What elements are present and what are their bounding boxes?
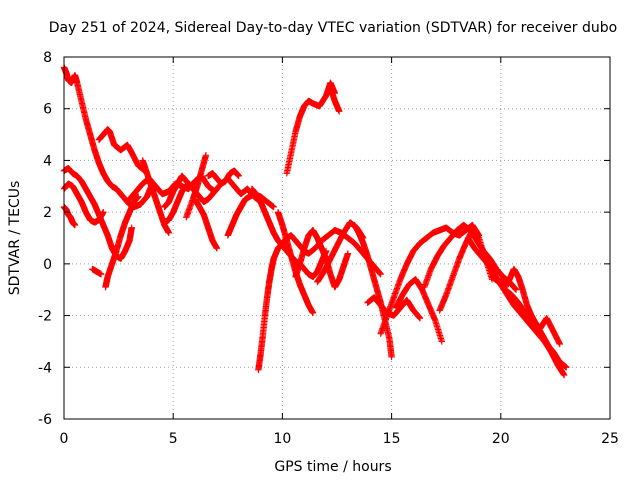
y-tick-label: 4 [43, 153, 52, 169]
x-tick-label: 25 [601, 431, 619, 447]
plot-border [63, 56, 611, 420]
data-point [128, 224, 135, 231]
series-arc-26 [392, 276, 446, 345]
series-arc-23 [351, 221, 395, 361]
y-tick-label: 6 [43, 102, 52, 118]
data-point [213, 185, 221, 193]
data-point [97, 271, 105, 278]
data-point [183, 183, 190, 190]
y-tick-label: 8 [43, 50, 52, 66]
series-arc-14 [204, 167, 242, 187]
data-point [416, 314, 424, 322]
data-point [71, 221, 79, 229]
y-tick-label: 0 [43, 257, 52, 273]
data-point [235, 172, 242, 180]
data-point [165, 229, 173, 237]
data-point [512, 286, 520, 293]
data-point [270, 203, 277, 211]
series-arc-4 [60, 203, 79, 229]
series-arc-19 [327, 84, 343, 115]
data-point [438, 338, 446, 345]
data-point [335, 108, 343, 115]
data-point [545, 343, 553, 350]
series-arc-12 [183, 152, 210, 221]
data-point [563, 364, 570, 371]
data-point [309, 309, 317, 317]
x-tick-label: 20 [492, 431, 510, 447]
x-axis-ticks: 0 5 10 15 20 25 [60, 57, 619, 447]
data-point [344, 250, 352, 257]
series-arc-32 [530, 314, 563, 348]
x-tick-label: 15 [383, 431, 401, 447]
series-arc-20 [274, 208, 317, 317]
data-point [556, 340, 563, 348]
y-tick-label: 2 [43, 205, 52, 221]
data-point [202, 152, 210, 159]
x-axis-label: GPS time / hours [274, 459, 391, 475]
series-arc-7 [102, 193, 142, 291]
series-arc-3 [60, 180, 107, 226]
data-point [388, 353, 395, 361]
series-arc-21 [292, 227, 352, 291]
series-arc-11 [161, 183, 190, 226]
x-tick-label: 5 [169, 431, 178, 447]
y-axis-label: SDTVAR / TECUs [7, 181, 23, 296]
data-point [135, 193, 142, 200]
x-tick-label: 10 [273, 431, 291, 447]
y-tick-label: -2 [38, 309, 52, 325]
data-point [560, 371, 568, 379]
data-point [100, 208, 107, 216]
x-tick-label: 0 [60, 431, 69, 447]
data-points [60, 64, 570, 379]
series-arc-1 [60, 64, 155, 211]
series-arc-9 [139, 157, 173, 237]
series-arc-24 [364, 294, 424, 322]
data-point [377, 271, 384, 278]
series-arc-13 [191, 196, 221, 252]
y-axis-ticks: -6 -4 -2 0 2 4 6 8 [38, 50, 610, 428]
chart-title: Day 251 of 2024, Sidereal Day-to-day VTE… [49, 20, 617, 36]
y-tick-label: -6 [38, 412, 52, 428]
series-arc-5 [89, 265, 105, 278]
y-tick-label: -4 [38, 360, 52, 376]
data-point [213, 245, 221, 252]
series-arc-2 [60, 164, 135, 262]
